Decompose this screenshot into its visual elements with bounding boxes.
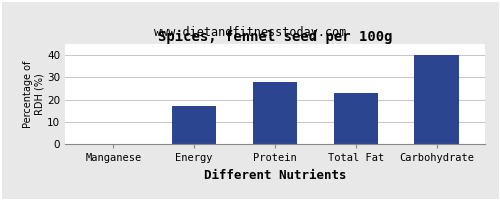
- Text: www.dietandfitnesstoday.com: www.dietandfitnesstoday.com: [154, 26, 346, 39]
- Bar: [253, 82, 297, 144]
- Bar: [172, 106, 216, 144]
- Bar: [414, 55, 459, 144]
- Y-axis label: Percentage of
RDH (%): Percentage of RDH (%): [22, 60, 44, 128]
- X-axis label: Different Nutrients: Different Nutrients: [204, 169, 346, 182]
- Title: Spices, fennel seed per 100g: Spices, fennel seed per 100g: [158, 30, 392, 44]
- Bar: [334, 93, 378, 144]
